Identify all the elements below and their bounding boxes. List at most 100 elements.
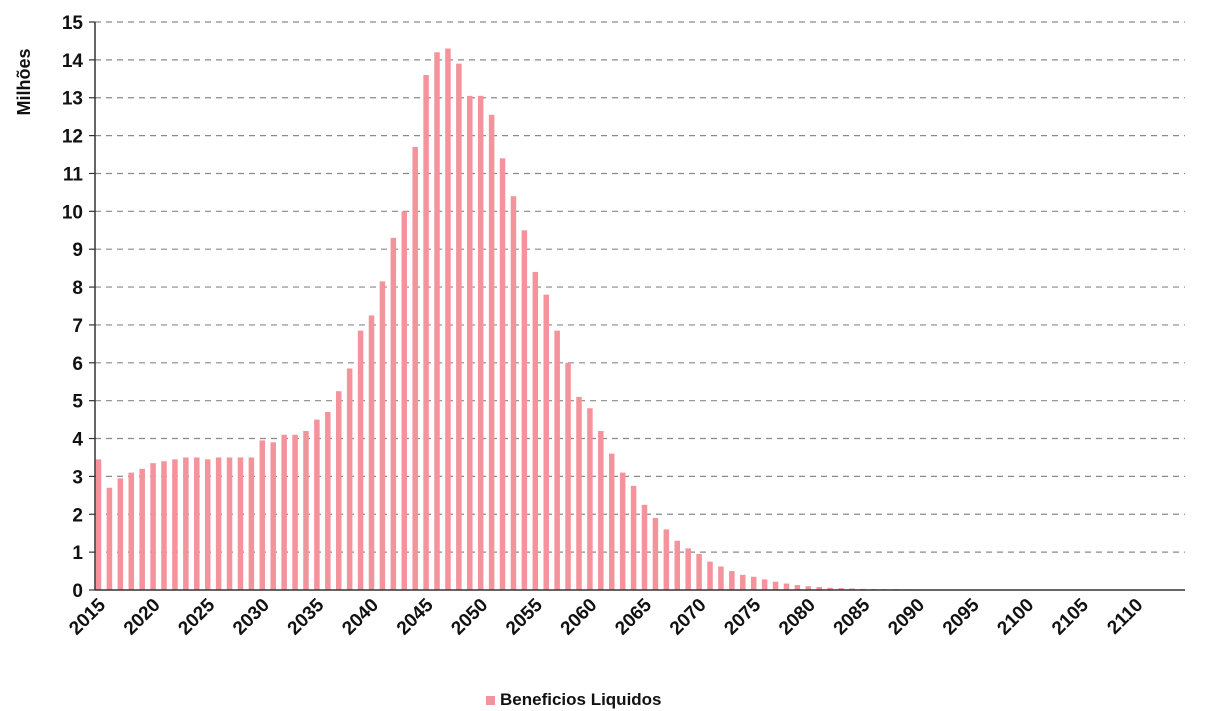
x-tick-label-2035: 2035 [284,594,329,639]
bar-2022 [172,459,178,590]
bar-2066 [652,518,659,590]
legend-label: Beneficios Liquidos [500,690,662,709]
bar-2057 [554,330,560,590]
bar-2020 [150,463,156,590]
bar-2073 [729,571,735,590]
bar-2032 [281,434,287,590]
bar-2018 [128,472,135,590]
bar-2070 [696,554,702,590]
x-tick-label-2030: 2030 [229,595,274,640]
bar-2063 [619,472,626,590]
bar-2027 [226,457,233,590]
x-tick-label-2020: 2020 [120,595,165,640]
axes [89,21,1185,591]
x-tick-label-2090: 2090 [884,595,929,640]
y-tick-label-12: 12 [62,127,83,148]
x-tick-label-2080: 2080 [775,595,820,640]
bar-2024 [194,457,200,590]
x-tick-label-2040: 2040 [338,595,383,640]
bar-2081 [816,586,822,590]
y-tick-label-0: 0 [72,581,83,602]
bar-2082 [827,587,833,590]
bar-2058 [565,362,571,590]
x-tick-label-2100: 2100 [993,595,1038,640]
bar-2064 [630,485,637,590]
gridlines [95,21,1185,553]
bar-2029 [248,457,255,590]
y-tick-label-3: 3 [72,467,83,488]
bar-2072 [718,566,724,590]
x-tick-label-2055: 2055 [502,594,547,639]
y-tick-label-4: 4 [72,430,83,451]
y-tick-label-15: 15 [62,13,84,34]
bar-2030 [259,440,266,590]
bar-2047 [445,48,451,591]
bar-2028 [237,457,244,590]
bar-2041 [379,281,386,590]
bar-2038 [346,368,353,590]
bar-2043 [401,211,408,591]
y-tick-label-13: 13 [62,89,83,110]
y-tick-label-10: 10 [62,202,83,223]
bar-2078 [783,583,790,590]
bar-2019 [139,468,145,590]
y-axis-label: Milhões [14,48,34,115]
bar-2069 [685,548,691,590]
bar-2025 [204,459,211,590]
x-tick-label-2085: 2085 [830,594,875,639]
bar-2060 [587,408,593,590]
legend-swatch [486,696,495,705]
bar-2056 [543,294,549,590]
bar-2071 [707,561,713,590]
bar-2065 [641,504,648,590]
bar-2040 [368,315,375,590]
bar-2045 [423,75,429,591]
bar-2053 [510,196,517,591]
x-tick-label-2070: 2070 [666,595,711,640]
bar-2076 [761,579,768,590]
bar-2042 [390,237,397,590]
bar-2083 [838,588,844,590]
bar-2033 [292,434,298,590]
bar-2034 [303,430,309,590]
bar-2048 [456,63,462,591]
bar-2074 [740,574,746,590]
y-tick-label-8: 8 [72,278,83,299]
x-tick-label-2050: 2050 [447,595,492,640]
x-tick-label-2065: 2065 [611,594,656,639]
bar-2037 [335,391,342,590]
bar-2050 [477,95,484,590]
x-tick-label-2095: 2095 [939,594,984,639]
x-tick-label-2060: 2060 [557,595,602,640]
bar-2016 [106,487,113,590]
bar-2036 [325,412,331,590]
bar-2049 [467,95,473,590]
bar-2061 [598,430,604,590]
bar-2059 [576,396,582,590]
bar-2075 [750,576,757,590]
bar-2021 [161,461,167,590]
bar-2046 [434,52,440,590]
y-tick-label-6: 6 [72,354,83,375]
bar-2054 [521,230,528,590]
y-tick-label-11: 11 [63,164,84,185]
bar-2035 [314,419,320,590]
x-tick-label-2025: 2025 [174,594,219,639]
bar-2077 [772,581,779,590]
bar-2017 [117,478,124,590]
bar-2051 [488,114,495,591]
bar-2039 [357,330,364,590]
y-tick-label-9: 9 [72,240,83,261]
bar-2044 [412,146,418,590]
bar-2026 [215,457,222,590]
bars [95,48,1172,591]
bar-2023 [183,457,189,590]
bar-2079 [794,585,801,590]
bar-2055 [532,271,539,590]
y-tick-label-7: 7 [72,316,83,337]
y-tick-label-5: 5 [72,392,83,413]
bar-2084 [849,588,855,590]
y-tick-label-2: 2 [72,505,83,526]
